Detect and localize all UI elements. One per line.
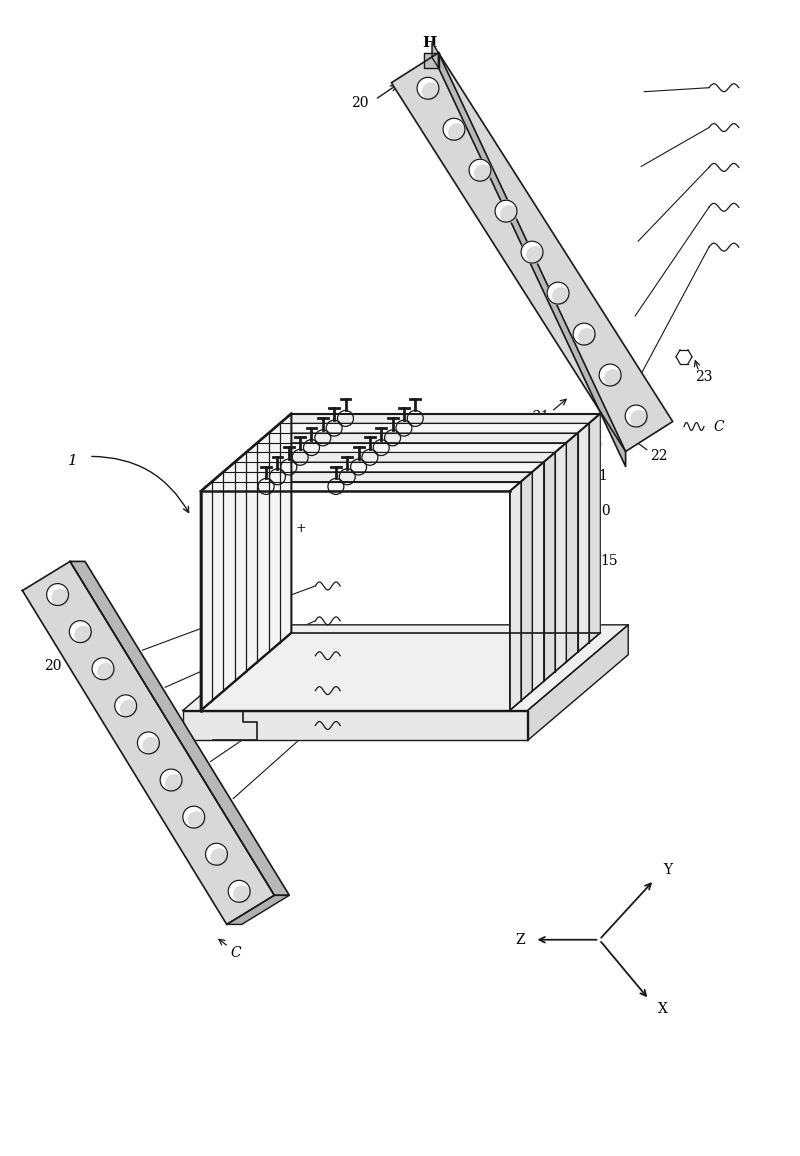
Ellipse shape xyxy=(422,82,440,101)
Ellipse shape xyxy=(92,658,114,680)
Ellipse shape xyxy=(500,205,518,223)
Polygon shape xyxy=(223,462,544,472)
Ellipse shape xyxy=(526,246,544,264)
Text: C: C xyxy=(230,946,241,959)
Text: -: - xyxy=(265,550,269,564)
Polygon shape xyxy=(423,53,438,68)
Polygon shape xyxy=(527,625,628,741)
Ellipse shape xyxy=(160,769,182,791)
Text: -: - xyxy=(287,532,291,544)
Ellipse shape xyxy=(578,328,596,346)
Ellipse shape xyxy=(474,164,492,183)
Text: -: - xyxy=(254,658,258,670)
Ellipse shape xyxy=(70,621,91,643)
Ellipse shape xyxy=(114,695,137,717)
Ellipse shape xyxy=(183,806,205,828)
Ellipse shape xyxy=(448,124,466,141)
Polygon shape xyxy=(532,462,544,691)
Text: 21: 21 xyxy=(530,409,548,423)
Polygon shape xyxy=(234,452,555,462)
Ellipse shape xyxy=(228,881,250,903)
Text: 20: 20 xyxy=(351,96,369,110)
Ellipse shape xyxy=(469,160,491,181)
Text: X: X xyxy=(658,1002,668,1016)
Text: +: + xyxy=(273,541,283,554)
Polygon shape xyxy=(226,895,290,925)
Polygon shape xyxy=(566,434,578,662)
Text: 12: 12 xyxy=(586,435,603,449)
Ellipse shape xyxy=(552,287,570,305)
Ellipse shape xyxy=(188,812,206,829)
Ellipse shape xyxy=(495,200,517,222)
Polygon shape xyxy=(578,423,589,652)
Text: +: + xyxy=(250,637,262,651)
Ellipse shape xyxy=(206,843,227,865)
Text: 23: 23 xyxy=(695,370,713,384)
Text: +: + xyxy=(295,521,306,534)
Polygon shape xyxy=(182,625,628,711)
Text: +: + xyxy=(539,669,550,682)
Polygon shape xyxy=(280,414,600,423)
Ellipse shape xyxy=(142,736,160,755)
Text: +: + xyxy=(227,580,238,593)
Text: Y: Y xyxy=(663,864,673,877)
Polygon shape xyxy=(246,443,566,452)
Polygon shape xyxy=(258,434,578,443)
Ellipse shape xyxy=(233,885,251,903)
Ellipse shape xyxy=(521,242,543,264)
Ellipse shape xyxy=(443,118,465,140)
Text: 10: 10 xyxy=(594,504,611,518)
Polygon shape xyxy=(212,472,532,482)
Text: -: - xyxy=(219,590,223,602)
Polygon shape xyxy=(589,414,600,643)
Ellipse shape xyxy=(604,369,622,387)
Polygon shape xyxy=(269,423,589,434)
Polygon shape xyxy=(555,443,566,672)
Ellipse shape xyxy=(573,324,595,344)
Ellipse shape xyxy=(138,732,159,754)
Ellipse shape xyxy=(547,282,569,304)
Text: +: + xyxy=(250,561,261,573)
Text: 15: 15 xyxy=(601,554,618,568)
Polygon shape xyxy=(22,562,274,925)
Text: C: C xyxy=(714,420,724,434)
Text: -: - xyxy=(542,650,546,662)
Polygon shape xyxy=(201,482,521,491)
Text: Z: Z xyxy=(516,933,526,947)
Polygon shape xyxy=(544,452,555,681)
Polygon shape xyxy=(391,53,673,452)
Ellipse shape xyxy=(630,410,648,428)
Ellipse shape xyxy=(599,364,621,386)
Ellipse shape xyxy=(165,775,183,792)
Ellipse shape xyxy=(74,625,92,644)
Text: 1: 1 xyxy=(68,454,78,468)
Polygon shape xyxy=(438,53,626,466)
Polygon shape xyxy=(510,482,521,711)
Ellipse shape xyxy=(52,588,70,607)
Polygon shape xyxy=(70,562,290,895)
Ellipse shape xyxy=(46,584,69,606)
Ellipse shape xyxy=(210,849,229,866)
Text: -: - xyxy=(242,570,246,583)
Polygon shape xyxy=(432,43,438,68)
Ellipse shape xyxy=(97,662,115,681)
Text: 11: 11 xyxy=(590,469,608,483)
Ellipse shape xyxy=(417,77,439,99)
Ellipse shape xyxy=(120,699,138,718)
Ellipse shape xyxy=(625,405,647,427)
Text: 22: 22 xyxy=(650,450,668,464)
Text: 20: 20 xyxy=(45,659,62,673)
Polygon shape xyxy=(182,711,527,741)
Polygon shape xyxy=(521,472,532,701)
Polygon shape xyxy=(201,414,291,711)
Text: H: H xyxy=(422,36,437,50)
